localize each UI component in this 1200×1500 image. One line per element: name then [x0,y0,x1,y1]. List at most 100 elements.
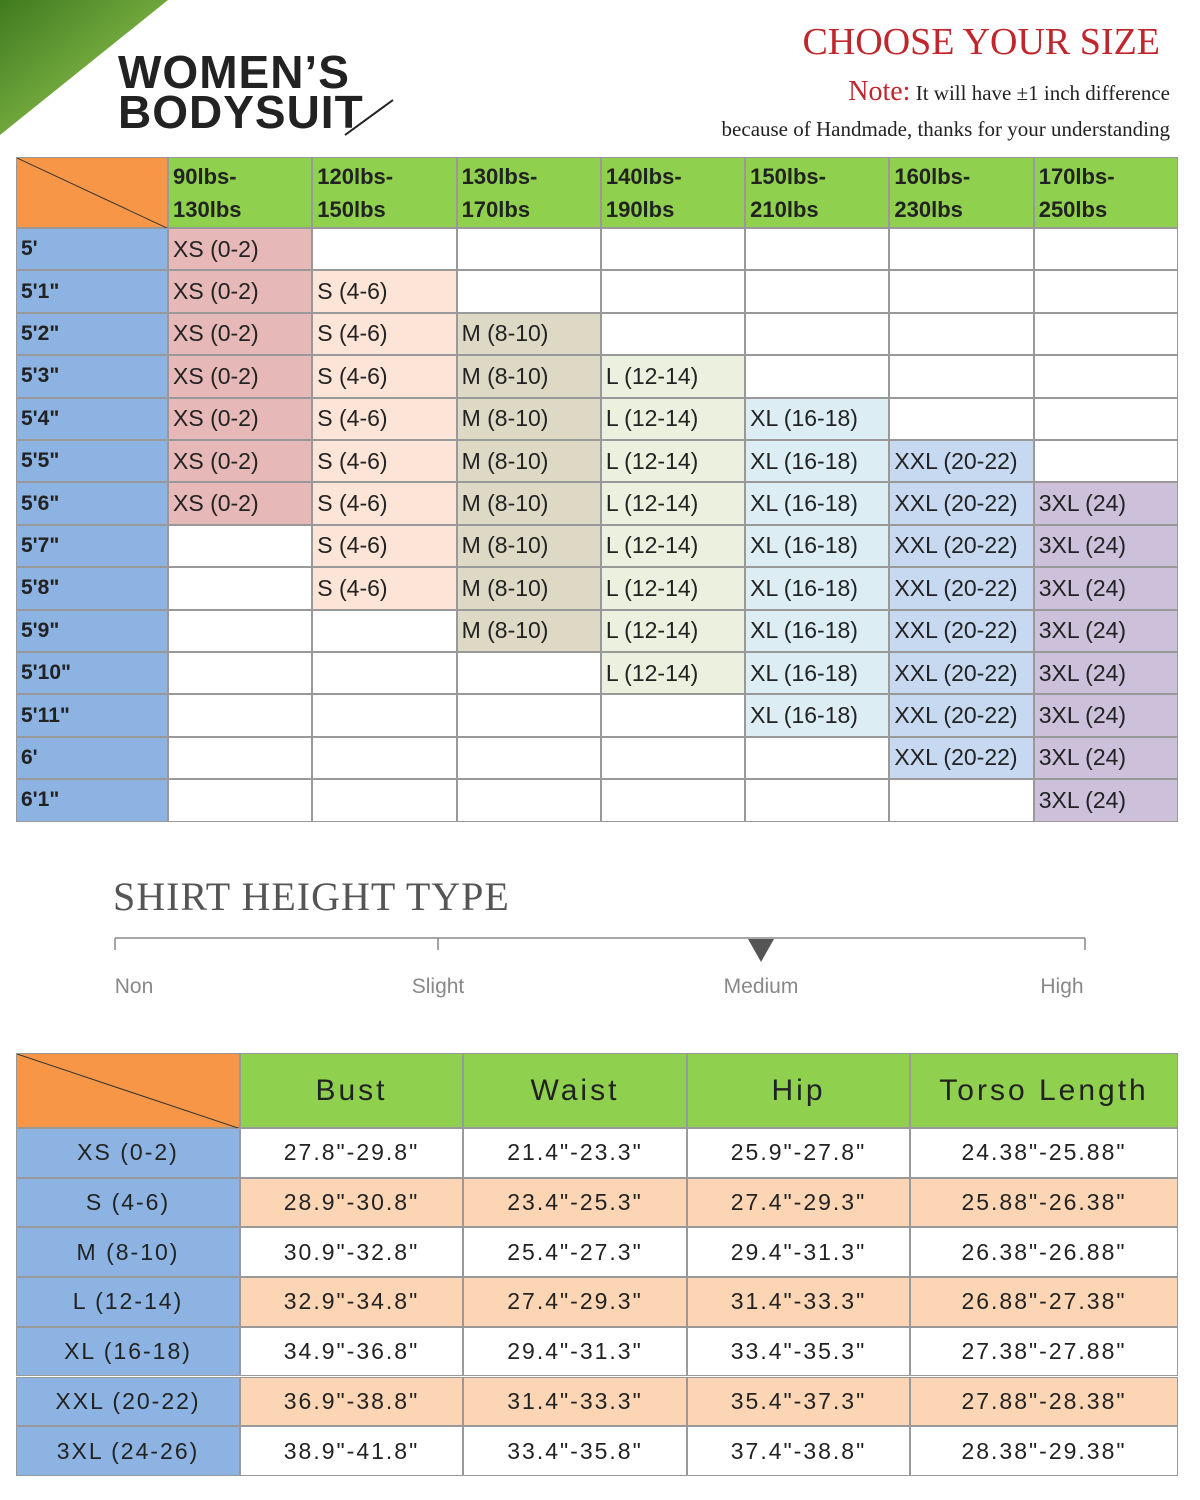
heading: CHOOSE YOUR SIZE [802,21,1161,63]
size-cell: XS (0-2) [168,228,313,271]
measure-cell: 25.88"-26.38" [910,1177,1178,1228]
empty-cell [168,736,313,780]
note-text: because of Handmade, thanks for your und… [721,117,1170,141]
size-cell: L (12-14) [600,524,746,568]
size-cell: 3XL (24) [1033,694,1178,737]
size-cell: M (8-10) [456,312,601,356]
size-cell: 3XL (24) [1033,482,1178,525]
row-header: L (12-14) [16,1277,240,1327]
slider [114,937,1086,962]
empty-cell [168,694,313,737]
size-cell: S (4-6) [312,524,457,568]
slider-marker [748,939,774,962]
empty-cell [312,694,457,737]
size-cell: XS (0-2) [168,355,313,398]
measure-cell: 27.4"-29.3" [687,1177,910,1228]
column-header: 90lbs- 130lbs [168,157,313,228]
size-cell: XL (16-18) [745,524,890,568]
row-header: 5'11" [16,694,168,737]
row-header: 5'5" [16,440,168,483]
empty-cell [889,397,1034,440]
slash [344,99,394,136]
size-cell: M (8-10) [456,355,601,398]
measure-cell: 27.8"-29.8" [240,1128,463,1178]
header-line: 160lbs- [894,164,971,189]
size-cell: S (4-6) [312,312,457,356]
size-cell: XL (16-18) [745,397,890,440]
column-header: Waist [463,1053,687,1128]
empty-cell [1033,270,1178,313]
size-cell: M (8-10) [456,482,601,525]
measure-cell: 37.4"-38.8" [687,1426,910,1476]
empty-cell [745,312,890,356]
measure-cell: 28.38"-29.38" [910,1426,1178,1476]
measure-cell: 35.4"-37.3" [687,1376,910,1427]
empty-cell [456,694,601,737]
size-cell: M (8-10) [456,397,601,440]
size-cell: L (12-14) [600,397,746,440]
measure-cell: 23.4"-25.3" [463,1177,687,1228]
measure-cell: 26.88"-27.38" [910,1277,1178,1327]
measure-cell: 31.4"-33.3" [687,1277,910,1327]
empty-cell [312,736,457,780]
row-header: 5'1" [16,270,168,313]
empty-cell [312,609,457,652]
column-header: Hip [687,1053,910,1128]
empty-cell [456,736,601,780]
row-header: 5'3" [16,355,168,398]
size-cell: XL (16-18) [745,609,890,652]
size-cell: 3XL (24) [1033,567,1178,610]
note: Note: It will have ±1 inch difference [848,76,1170,108]
header-line: 210lbs [750,197,819,222]
size-cell: M (8-10) [456,567,601,610]
column-header: Bust [240,1053,463,1128]
column-header: 150lbs- 210lbs [745,157,890,228]
measure-cell: 33.4"-35.3" [687,1326,910,1377]
empty-cell [889,270,1034,313]
empty-cell [168,524,313,568]
header-line: 230lbs [894,197,963,222]
level-label: Medium [723,975,799,998]
level-label: Non [114,975,154,998]
column-header: 140lbs- 190lbs [600,157,746,228]
empty-cell [600,270,746,313]
row-header: 5'6" [16,482,168,525]
measure-cell: 27.38"-27.88" [910,1326,1178,1377]
size-cell: M (8-10) [456,524,601,568]
size-cell: S (4-6) [312,270,457,313]
measure-cell: 31.4"-33.3" [463,1376,687,1427]
size-cell: S (4-6) [312,440,457,483]
header-line: 140lbs- [605,164,682,189]
empty-cell [456,779,601,822]
empty-cell [312,652,457,695]
size-cell: XS (0-2) [168,270,313,313]
empty-cell [600,312,746,356]
size-cell: XL (16-18) [745,652,890,695]
size-cell: M (8-10) [456,440,601,483]
corner-cell [16,157,170,230]
measure-cell: 26.38"-26.88" [910,1227,1178,1278]
measure-cell: 28.9"-30.8" [240,1177,463,1228]
empty-cell [745,736,890,780]
size-cell: XXL (20-22) [889,482,1034,525]
measure-cell: 34.9"-36.8" [240,1326,463,1377]
decoration [0,0,394,136]
measure-cell: 21.4"-23.3" [463,1128,687,1178]
row-header: 5'7" [16,524,168,568]
header-line: 250lbs [1038,197,1108,222]
size-cell: L (12-14) [600,652,746,695]
size-cell: XXL (20-22) [889,609,1034,652]
row-header: XS (0-2) [16,1128,240,1178]
size-cell: L (12-14) [600,567,746,610]
column-header: 170lbs- 250lbs [1033,157,1178,228]
empty-cell [600,736,746,780]
empty-cell [600,779,746,822]
empty-cell [456,652,601,695]
size-cell: 3XL (24) [1033,736,1178,780]
measure-cell: 32.9"-34.8" [240,1277,463,1327]
size-cell: 3XL (24) [1033,652,1178,695]
title-line: WOMEN’S [118,46,350,98]
diagonal [16,1053,242,1130]
empty-cell [600,228,746,271]
